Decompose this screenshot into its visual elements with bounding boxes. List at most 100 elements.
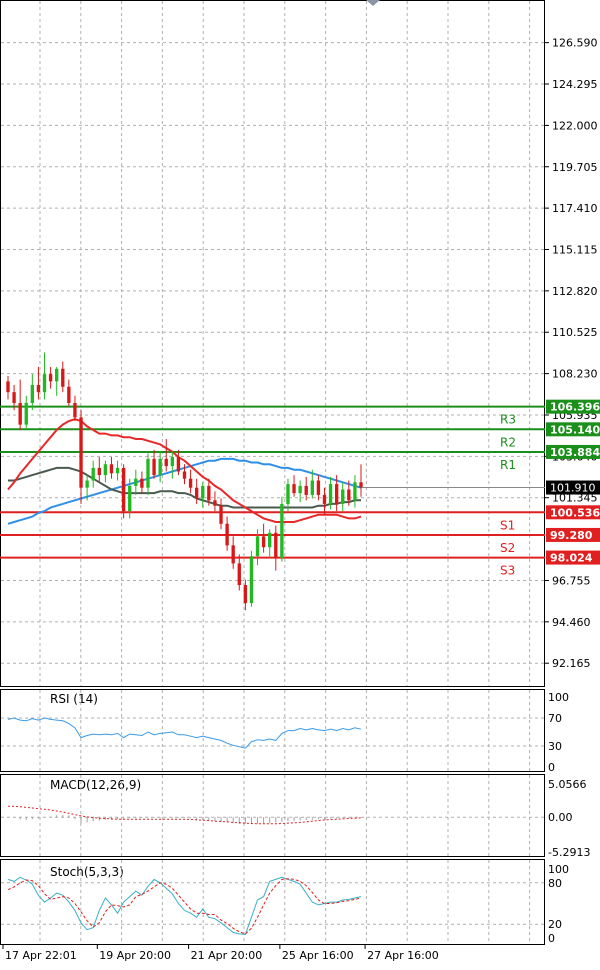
candle-body	[334, 484, 339, 504]
candle-body	[61, 368, 65, 387]
candle-body	[225, 523, 229, 546]
level-price-label: 106.396	[550, 401, 600, 414]
candle-body	[268, 532, 272, 548]
candle-body	[316, 480, 321, 495]
level-name-s2: S2	[500, 541, 515, 555]
candle-body	[194, 487, 199, 499]
level-name-r1: R1	[500, 458, 516, 472]
x-tick-label: 27 Apr 16:00	[367, 949, 439, 962]
candle-body	[79, 417, 83, 488]
y-tick-label: 119.705	[552, 161, 598, 174]
stoch-title: Stoch(5,3,3)	[50, 865, 124, 879]
level-name-s3: S3	[500, 564, 515, 578]
candle-body	[97, 467, 101, 476]
y-tick-label: 112.820	[552, 285, 598, 298]
candle-body	[140, 478, 144, 488]
candle-body	[67, 386, 71, 403]
candle-body	[55, 368, 59, 382]
stoch-d-line	[7, 878, 362, 935]
rsi-tick-label: 70	[548, 712, 562, 725]
candle-body	[42, 374, 47, 393]
macd-panel	[0, 774, 545, 857]
macd-tick-label: 5.0566	[548, 778, 587, 791]
candle-body	[328, 484, 333, 504]
candle-body	[73, 402, 77, 418]
candle-body	[91, 467, 95, 481]
x-tick-label: 21 Apr 20:00	[191, 949, 263, 962]
price-panel	[0, 0, 545, 687]
y-tick-label: 110.525	[552, 326, 598, 339]
candle-body	[24, 402, 28, 425]
y-tick-label: 126.590	[552, 37, 598, 50]
y-tick-label: 117.410	[552, 202, 598, 215]
candle-body	[115, 467, 120, 474]
candle-body	[249, 556, 254, 604]
level-price-label: 100.536	[550, 506, 600, 519]
level-name-r3: R3	[500, 413, 516, 427]
rsi-line	[7, 717, 362, 749]
y-tick-label: 94.460	[552, 616, 591, 629]
candle-body	[304, 485, 308, 495]
candle-body	[274, 532, 278, 559]
candle-body	[164, 458, 168, 467]
candle-body	[322, 494, 327, 504]
candle-body	[213, 500, 217, 506]
rsi-tick-label: 30	[548, 740, 562, 753]
x-tick-label: 17 Apr 22:01	[5, 949, 77, 962]
candle-body	[353, 482, 357, 501]
current-price-label: 101.910	[550, 482, 596, 495]
ma-gray-line	[8, 466, 361, 509]
stoch-panel	[0, 859, 545, 945]
chevron-down-icon[interactable]	[366, 0, 380, 6]
y-tick-label: 124.295	[552, 78, 598, 91]
candle-body	[237, 563, 241, 586]
stoch-k-line	[7, 876, 362, 936]
level-price-label: 98.024	[550, 552, 593, 565]
candle-body	[341, 489, 345, 504]
candle-body	[128, 485, 132, 512]
candle-body	[359, 482, 363, 488]
candle-body	[292, 484, 296, 494]
y-tick-label: 96.755	[552, 574, 591, 587]
candle-body	[280, 503, 284, 559]
candle-body	[243, 585, 248, 604]
macd-tick-label: -5.2913	[548, 846, 590, 859]
level-price-label: 103.884	[550, 446, 600, 459]
candle-body	[158, 458, 162, 476]
candle-body	[85, 480, 89, 488]
candle-body	[255, 536, 260, 557]
level-name-r2: R2	[500, 435, 516, 449]
level-price-label: 99.280	[550, 529, 593, 542]
level-price-box	[546, 550, 600, 565]
rsi-tick-label: 100	[548, 691, 569, 704]
candle-body	[207, 485, 211, 501]
level-price-box	[546, 527, 600, 542]
level-price-label: 105.140	[550, 423, 600, 436]
candle-body	[286, 484, 290, 504]
y-tick-label: 115.115	[552, 243, 598, 256]
candle-body	[109, 464, 114, 474]
y-tick-label: 92.165	[552, 657, 591, 670]
current-price-box	[546, 480, 600, 495]
candle-body	[298, 485, 302, 494]
macd-signal-line	[7, 805, 362, 825]
level-price-box	[546, 444, 600, 459]
candle-body	[134, 478, 138, 486]
candle-body	[182, 471, 187, 479]
rsi-tick-label: 0	[548, 761, 555, 774]
y-tick-label: 101.345	[552, 492, 598, 505]
candle-body	[36, 384, 41, 393]
stoch-tick-label: 20	[548, 918, 562, 931]
stoch-tick-label: 80	[548, 877, 562, 890]
candle-body	[48, 374, 53, 382]
candle-body	[201, 485, 205, 499]
candle-body	[6, 381, 10, 393]
level-price-box	[546, 422, 600, 437]
candle-body	[188, 478, 193, 488]
macd-tick-label: 0.00	[548, 811, 573, 824]
candle-body	[30, 384, 35, 403]
candle-body	[219, 505, 223, 524]
candle-body	[231, 545, 235, 564]
x-tick-label: 19 Apr 20:00	[99, 949, 171, 962]
